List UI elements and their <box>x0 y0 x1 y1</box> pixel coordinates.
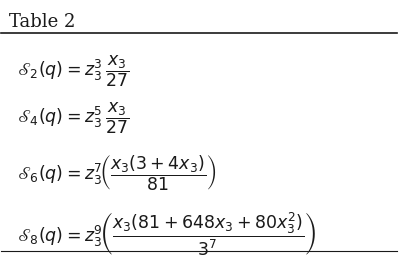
Text: $\mathscr{S}_2(q) = z_3^3\,\dfrac{x_3}{27}$: $\mathscr{S}_2(q) = z_3^3\,\dfrac{x_3}{2… <box>17 54 129 89</box>
Text: $\mathscr{S}_8(q) = z_3^9\!\left(\dfrac{x_3(81+648x_3+80x_3^2)}{3^7}\right)$: $\mathscr{S}_8(q) = z_3^9\!\left(\dfrac{… <box>17 210 316 257</box>
Text: $\mathscr{S}_6(q) = z_3^7\!\left(\dfrac{x_3(3+4x_3)}{81}\right)$: $\mathscr{S}_6(q) = z_3^7\!\left(\dfrac{… <box>17 154 216 193</box>
Text: Table 2: Table 2 <box>9 13 76 31</box>
Text: $\mathscr{S}_4(q) = z_3^5\,\dfrac{x_3}{27}$: $\mathscr{S}_4(q) = z_3^5\,\dfrac{x_3}{2… <box>17 100 129 136</box>
